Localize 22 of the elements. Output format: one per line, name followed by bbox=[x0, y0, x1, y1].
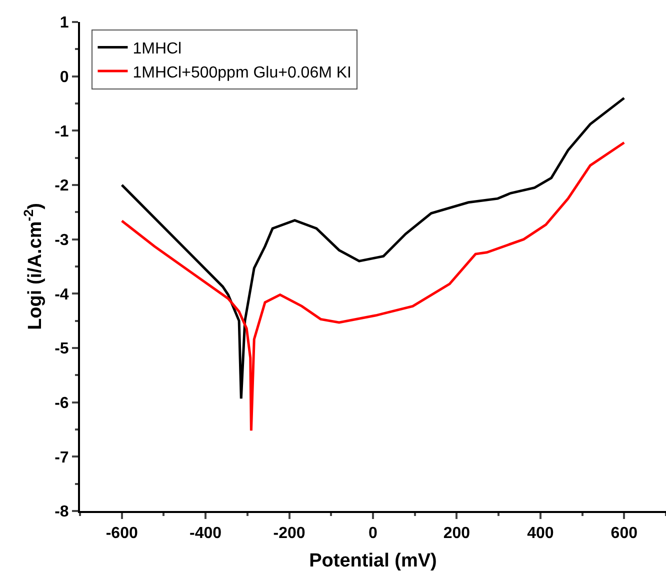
y-tick-label: 1 bbox=[60, 14, 69, 32]
x-tick-label: 0 bbox=[368, 525, 378, 542]
x-tick-label: 600 bbox=[610, 525, 638, 542]
y-tick-label: -4 bbox=[54, 286, 69, 304]
y-tick-label: -8 bbox=[54, 504, 69, 521]
y-tick-label: -5 bbox=[54, 340, 69, 358]
legend-label: 1MHCl bbox=[132, 40, 182, 58]
line-series bbox=[120, 96, 626, 400]
x-axis-title: Potential (mV) bbox=[309, 550, 437, 572]
y-tick-label: -1 bbox=[54, 123, 69, 140]
y-tick-label: -2 bbox=[54, 178, 69, 195]
x-tick-label: -600 bbox=[106, 525, 138, 542]
x-tick-label: -400 bbox=[190, 525, 222, 542]
line-series bbox=[120, 141, 626, 432]
x-tick-label: 400 bbox=[527, 525, 554, 542]
y-tick-label: -3 bbox=[54, 232, 69, 249]
y-tick-label: -6 bbox=[54, 394, 69, 412]
y-tick-label: -7 bbox=[54, 449, 69, 466]
x-tick-label: -200 bbox=[273, 525, 306, 542]
legend-label: 1MHCl+500ppm Glu+0.06M KI bbox=[132, 64, 352, 82]
y-tick-label: 0 bbox=[60, 68, 69, 86]
x-tick-label: 200 bbox=[443, 525, 470, 542]
